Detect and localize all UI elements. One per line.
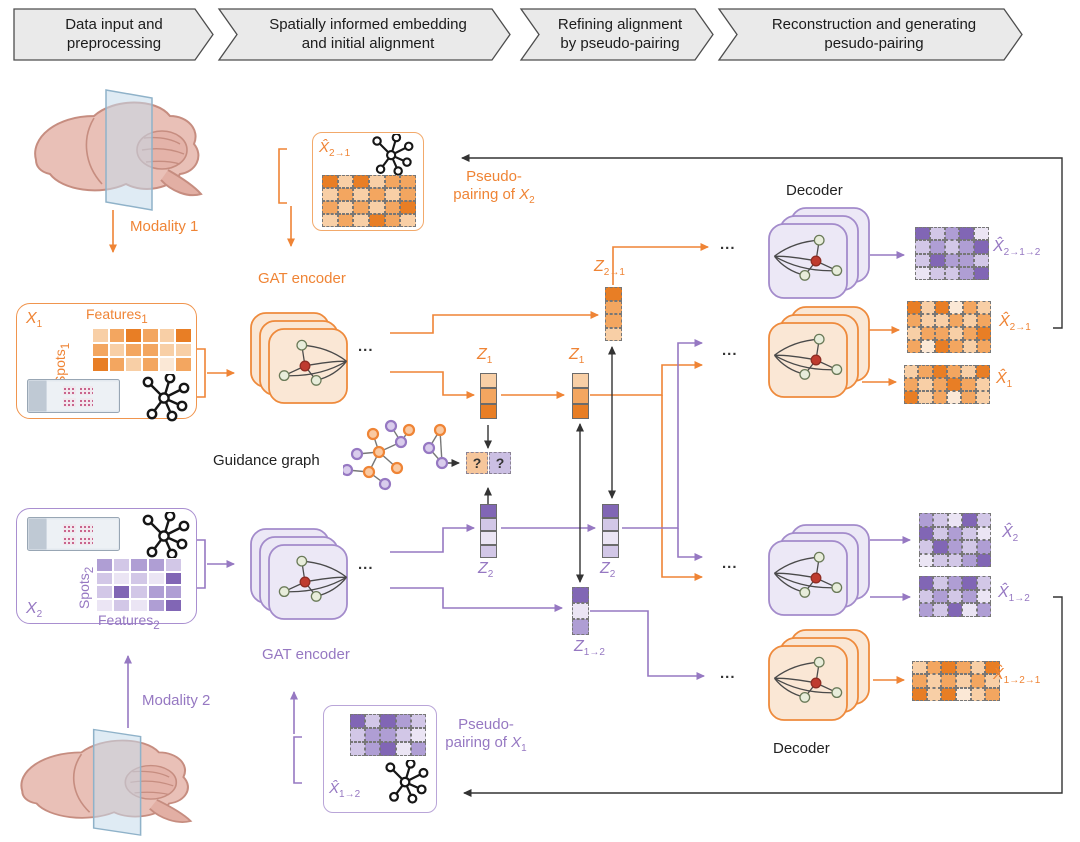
output-matrix-x1-2-1 — [912, 661, 1000, 701]
pseudo-bottom-matrix-label: X̂1→2 — [329, 780, 361, 800]
x1-label: X1 — [26, 310, 43, 331]
output-label-x1-2-1: X̂1→2→1 — [993, 666, 1041, 687]
spatial-graph-icon-2 — [142, 512, 190, 560]
output-label-x1-2: X̂1→2 — [998, 584, 1030, 605]
z21-vector — [605, 287, 622, 341]
ellipsis-enc1: ... — [358, 338, 374, 355]
encoder1-to-z21-line — [390, 311, 599, 334]
ellipsis-dec3: ... — [722, 555, 738, 572]
feedback-top-arrow — [461, 154, 1063, 329]
z2a-label: Z2 — [478, 560, 494, 581]
decoder-1-purple — [768, 207, 870, 299]
stage-label-3: Refining alignment by pseudo-pairing — [557, 16, 683, 52]
x1-bracket — [196, 348, 206, 398]
output-label-x2-1: X̂2→1 — [999, 313, 1031, 334]
x2-features-label: Features2 — [98, 612, 160, 632]
x1-features-label: Features1 — [86, 306, 148, 326]
q-cell-purple: ? — [489, 452, 511, 474]
guidance-graph-image — [343, 419, 449, 491]
output-matrix-x1 — [904, 365, 990, 404]
z1b-label: Z1 — [569, 346, 585, 367]
pseudo-bottom-bracket — [293, 736, 302, 784]
ellipsis-enc2: ... — [358, 556, 374, 573]
z1a-vector — [480, 373, 497, 419]
z21-label: Z2→1 — [594, 258, 625, 279]
output-matrix-x2-1 — [907, 301, 991, 353]
pseudo-bottom-matrix — [350, 714, 426, 756]
stage-label-2: Spatially informed embedding and initial … — [269, 16, 467, 52]
guidance-graph-label: Guidance graph — [213, 452, 320, 469]
ellipsis-dec2: ... — [722, 342, 738, 359]
stage-chevron-3 — [519, 8, 714, 61]
pseudo-top-bracket — [278, 148, 287, 204]
q-cell-orange: ? — [466, 452, 488, 474]
decoder-top-label: Decoder — [786, 182, 843, 199]
encoder2-to-z2-line — [390, 524, 475, 553]
decoder-4-orange — [768, 629, 870, 721]
output-label-x1: X̂1 — [996, 370, 1013, 391]
gat-encoder-purple — [250, 528, 348, 620]
pseudo-top-matrix — [322, 175, 416, 227]
stage-label-4: Reconstruction and generating pesudo-pair… — [771, 16, 977, 52]
x2-bracket — [196, 539, 206, 589]
brain-top-image — [34, 89, 202, 211]
decoder-2-orange — [768, 306, 870, 398]
z1a-label: Z1 — [477, 346, 493, 367]
output-label-x2-1-2: X̂2→1→2 — [993, 238, 1041, 259]
encoder2-to-z12-line — [390, 587, 563, 612]
z12-label: Z1→2 — [574, 638, 605, 659]
gat-encoder-orange-label: GAT encoder — [258, 270, 346, 287]
pseudo-top-caption: Pseudo- pairing of X2 — [453, 168, 535, 206]
slide1-image — [27, 379, 120, 413]
z1b-to-decoder3-line — [661, 395, 703, 581]
x1-matrix — [92, 328, 192, 372]
z2b-to-decoder3-line — [677, 528, 703, 561]
modality1-label: Modality 1 — [130, 218, 199, 235]
stage-label-1: Data input and preprocessing — [65, 16, 163, 52]
spatial-graph-icon-bottom — [385, 760, 429, 804]
z12-to-decoder4-line — [590, 610, 705, 680]
z21-to-decoder1-line — [612, 243, 709, 285]
brain-bottom-image — [20, 728, 192, 837]
pseudo-top-matrix-label: X̂2→1 — [319, 139, 351, 159]
output-matrix-x2-1-2 — [915, 227, 989, 280]
ellipsis-dec1: ... — [720, 236, 736, 253]
x2-label: X2 — [26, 600, 43, 621]
z1b-vector — [572, 373, 589, 419]
encoder1-to-z1-line — [390, 371, 475, 399]
decoder-3-purple — [768, 524, 870, 616]
z12-vector — [572, 587, 589, 635]
output-label-x2: X̂2 — [1002, 524, 1019, 545]
z2b-to-decoder2-line — [622, 339, 703, 529]
stage-banner — [13, 8, 1023, 61]
z2b-label: Z2 — [600, 560, 616, 581]
slide2-image — [27, 517, 120, 551]
spatial-graph-icon-1 — [142, 374, 190, 422]
gat-encoder-orange — [250, 312, 348, 404]
z2b-vector — [602, 504, 619, 558]
decoder-bottom-label: Decoder — [773, 740, 830, 757]
x2-spots-label: Spots2 — [76, 566, 96, 610]
stage-chevron-1 — [13, 8, 214, 61]
x2-matrix — [96, 558, 182, 612]
feedback-bottom-arrow — [463, 596, 1063, 797]
stage-chevron-2 — [217, 8, 511, 61]
spatial-graph-icon-top — [372, 134, 414, 176]
z1b-to-decoder2-line — [590, 361, 703, 396]
output-matrix-x2 — [919, 513, 991, 567]
stage-chevron-4 — [717, 8, 1023, 61]
ellipsis-dec4: ... — [720, 665, 736, 682]
gat-encoder-purple-label: GAT encoder — [262, 646, 350, 663]
z2a-vector — [480, 504, 497, 558]
output-matrix-x1-2 — [919, 576, 991, 617]
pseudo-bottom-caption: Pseudo- pairing of X1 — [445, 716, 527, 754]
modality2-label: Modality 2 — [142, 692, 211, 709]
